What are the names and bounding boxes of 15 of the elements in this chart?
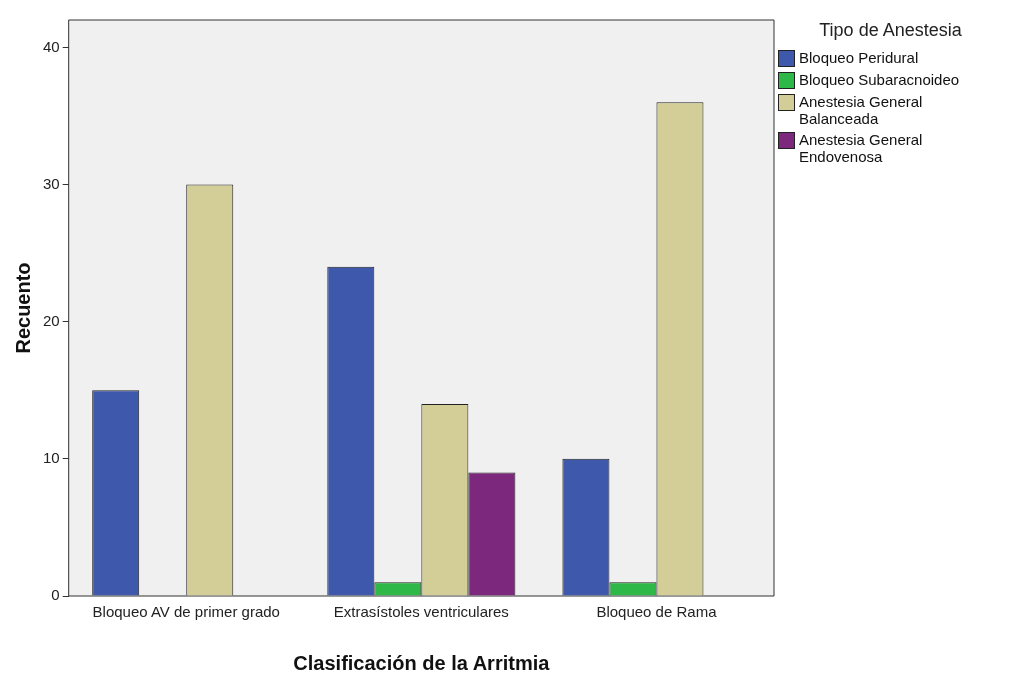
- legend-label: Bloqueo Subaracnoideo: [799, 71, 960, 88]
- y-tick-label: 30: [43, 174, 60, 192]
- x-tick-label: Bloqueo AV de primer grado: [92, 603, 280, 621]
- y-tick-label: 0: [51, 586, 60, 604]
- y-tick-label: 40: [43, 37, 60, 55]
- x-tick-label: Extrasístoles ventriculares: [333, 603, 509, 621]
- legend-label: Anestesia General Endovenosa: [799, 131, 924, 165]
- y-axis-title: Recuento: [11, 262, 34, 354]
- y-tick-label: 10: [43, 449, 60, 466]
- y-tick-label: 20: [43, 311, 60, 329]
- x-tick-label: Bloqueo de Rama: [596, 603, 718, 621]
- legend-label: Bloqueo Peridural: [799, 49, 919, 66]
- legend-title: Tipo de Anestesia: [818, 20, 963, 41]
- legend-label: Anestesia General Balanceada: [799, 93, 924, 127]
- x-axis-title: Clasificación de la Arritmia: [293, 651, 551, 674]
